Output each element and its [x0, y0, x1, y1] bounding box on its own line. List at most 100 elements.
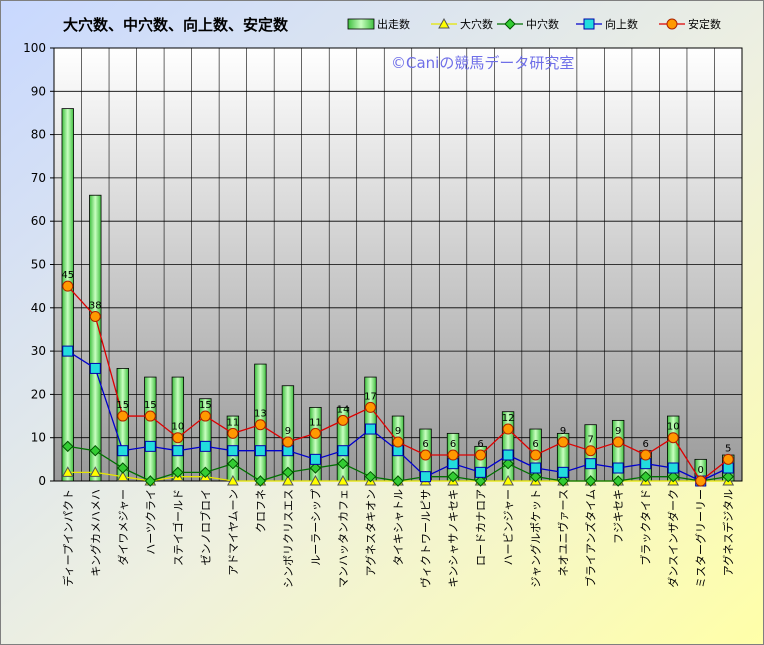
point-安定数-14 [447, 449, 459, 461]
point-向上数-15 [475, 466, 487, 478]
point-中穴数-12 [392, 475, 404, 487]
data-label-18: 9 [560, 426, 566, 437]
point-安定数-7 [254, 419, 266, 431]
y-tick-label: 70 [31, 171, 46, 185]
x-tick-label-5: ゼンノロブロイ [198, 489, 212, 565]
point-安定数-17 [530, 449, 542, 461]
point-向上数-7 [254, 445, 266, 457]
y-tick-label: 80 [31, 128, 46, 142]
point-向上数-2 [117, 445, 129, 457]
data-label-13: 6 [422, 439, 428, 450]
data-label-5: 15 [199, 400, 212, 411]
point-中穴数-5 [199, 466, 212, 479]
point-中穴数-11 [364, 470, 377, 483]
point-大穴数-16 [502, 474, 514, 486]
point-中穴数-21 [639, 470, 652, 483]
data-label-23: 0 [698, 465, 704, 476]
point-安定数-16 [502, 423, 514, 435]
point-向上数-20 [612, 462, 624, 474]
x-tick-label-22: ダンスインザダーク [666, 489, 680, 588]
point-安定数-6 [227, 427, 239, 439]
legend-label-中穴数: 中穴数 [526, 17, 559, 31]
point-中穴数-24 [722, 470, 734, 483]
point-安定数-23 [695, 475, 707, 487]
point-向上数-19 [585, 458, 597, 470]
data-label-16: 12 [502, 413, 515, 424]
y-tick-label: 90 [31, 84, 46, 98]
point-中穴数-10 [337, 457, 349, 470]
y-tick-label: 50 [31, 258, 46, 272]
data-label-1: 38 [89, 300, 102, 311]
point-中穴数-9 [309, 462, 322, 474]
x-tick-label-7: クロフネ [254, 489, 267, 533]
legend-marker-中穴数 [504, 18, 516, 30]
point-中穴数-6 [227, 457, 239, 470]
point-安定数-8 [282, 436, 294, 448]
point-向上数-3 [144, 440, 156, 452]
data-label-6: 11 [227, 417, 240, 428]
legend-marker-大穴数 [438, 17, 450, 29]
chart-title: 大穴数、中穴数、向上数、安定数 [63, 16, 289, 34]
legend-label-安定数: 安定数 [688, 17, 721, 31]
point-中穴数-17 [529, 470, 542, 483]
data-label-24: 5 [725, 443, 731, 454]
x-tick-label-13: ヴィクトワールピサ [419, 489, 433, 588]
y-tick-label: 30 [31, 344, 46, 358]
point-中穴数-19 [584, 475, 597, 487]
y-tick-label: 20 [31, 387, 46, 401]
x-tick-label-15: ロードカナロア [475, 489, 488, 566]
point-向上数-4 [172, 445, 184, 457]
point-中穴数-4 [172, 466, 184, 479]
point-向上数-6 [227, 445, 239, 457]
point-安定数-4 [172, 432, 184, 444]
y-tick-label: 40 [31, 301, 46, 315]
legend-marker-安定数 [666, 18, 678, 30]
point-中穴数-2 [117, 462, 129, 474]
point-大穴数-8 [282, 474, 294, 486]
point-中穴数-15 [474, 475, 487, 487]
data-label-22: 10 [667, 422, 680, 433]
point-安定数-11 [364, 401, 376, 413]
point-安定数-22 [667, 432, 679, 444]
point-向上数-11 [364, 423, 376, 435]
x-tick-label-6: アドマイヤムーン [227, 489, 240, 576]
point-中穴数-7 [254, 475, 267, 487]
data-label-3: 15 [144, 400, 157, 411]
point-向上数-13 [420, 471, 432, 483]
legend-label-出走数: 出走数 [377, 17, 410, 31]
point-安定数-9 [309, 427, 321, 439]
point-向上数-5 [199, 440, 211, 452]
data-label-20: 9 [615, 426, 621, 437]
legend-swatch-出走数 [347, 18, 375, 30]
point-安定数-12 [392, 436, 404, 448]
point-安定数-10 [337, 414, 349, 426]
y-tick-label: 10 [31, 431, 46, 445]
point-安定数-18 [557, 436, 569, 448]
point-向上数-16 [502, 449, 514, 461]
x-tick-label-0: ディープインパクト [61, 489, 75, 587]
x-tick-label-14: キンシャサノキセキ [447, 489, 460, 587]
legend-marker-向上数 [583, 18, 595, 30]
point-安定数-2 [117, 410, 129, 422]
point-安定数-20 [612, 436, 624, 448]
point-安定数-21 [640, 449, 652, 461]
y-tick-label: 100 [23, 41, 46, 55]
point-中穴数-16 [502, 457, 514, 470]
x-tick-label-23: ミスターグリーリー [694, 489, 708, 588]
x-tick-label-9: ルーラーシップ [309, 489, 322, 566]
point-中穴数-1 [89, 444, 101, 457]
x-tick-label-10: マンハッタンカフェ [337, 489, 350, 588]
point-中穴数-3 [144, 475, 157, 487]
data-label-17: 6 [532, 439, 538, 450]
point-大穴数-0 [61, 466, 74, 477]
point-安定数-13 [420, 449, 432, 461]
point-安定数-5 [199, 410, 211, 422]
x-tick-label-16: ハービンジャー [502, 489, 515, 565]
data-label-19: 7 [587, 435, 593, 446]
point-向上数-17 [530, 462, 542, 474]
x-tick-label-21: ブラックタイド [639, 489, 653, 566]
point-向上数-9 [309, 453, 321, 465]
x-tick-label-20: フジキセキ [612, 489, 625, 544]
